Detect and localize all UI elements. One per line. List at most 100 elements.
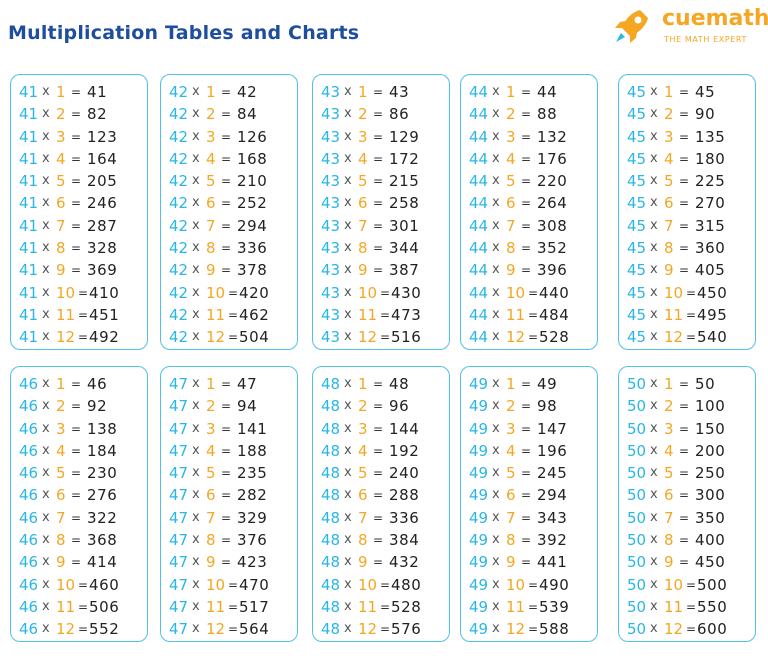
equals-sign: = <box>228 330 239 345</box>
product: 500 <box>697 575 728 594</box>
times-sign: x <box>492 554 500 570</box>
base-number: 46 <box>19 553 39 572</box>
equals-sign: = <box>71 129 82 144</box>
base-number: 45 <box>627 105 647 124</box>
base-number: 47 <box>169 531 189 550</box>
table-row: 45 x 11 = 495 <box>619 304 755 326</box>
times-sign: x <box>192 554 200 570</box>
multiplier: 7 <box>664 216 674 235</box>
multiplier: 9 <box>206 553 216 572</box>
equals-sign: = <box>373 466 384 481</box>
times-sign: x <box>650 150 658 166</box>
product: 450 <box>695 553 726 572</box>
equals-sign: = <box>373 488 384 503</box>
multiplier: 10 <box>206 283 226 302</box>
table-row: 42 x 1 = 42 <box>161 81 297 103</box>
multiplier: 8 <box>506 239 516 258</box>
multiplier: 5 <box>664 172 674 191</box>
base-number: 50 <box>627 620 647 639</box>
times-sign: x <box>344 598 352 614</box>
multiplier: 4 <box>56 441 66 460</box>
equals-sign: = <box>679 263 690 278</box>
table-row: 41 x 6 = 246 <box>11 192 147 214</box>
multiplier: 11 <box>664 597 684 616</box>
base-number: 41 <box>19 328 39 347</box>
multiplier: 12 <box>664 620 684 639</box>
base-number: 48 <box>321 508 341 527</box>
multiplier: 2 <box>506 105 516 124</box>
equals-sign: = <box>686 285 697 300</box>
equals-sign: = <box>228 285 239 300</box>
base-number: 49 <box>469 575 489 594</box>
base-number: 48 <box>321 597 341 616</box>
multiplier: 1 <box>358 83 368 101</box>
equals-sign: = <box>521 107 532 122</box>
base-number: 44 <box>469 172 489 191</box>
product: 376 <box>237 531 268 550</box>
cuemath-logo[interactable]: cuemath THE MATH EXPERT <box>610 4 768 48</box>
table-row: 45 x 1 = 45 <box>619 81 755 103</box>
multiplier: 9 <box>358 261 368 280</box>
table-row: 50 x 12 = 600 <box>619 618 755 640</box>
times-sign: x <box>344 442 352 458</box>
table-row: 45 x 7 = 315 <box>619 215 755 237</box>
equals-sign: = <box>521 533 532 548</box>
table-row: 44 x 6 = 264 <box>461 192 597 214</box>
table-row: 47 x 11 = 517 <box>161 596 297 618</box>
multiplication-table-49: 49 x 1 = 49 49 x 2 = 98 49 x 3 = 147 49 x 4 = 196 49 x 5 = 245 49… <box>460 366 598 642</box>
multiplier: 7 <box>56 508 66 527</box>
product: 400 <box>695 531 726 550</box>
multiplier: 5 <box>358 464 368 483</box>
table-row: 50 x 6 = 300 <box>619 484 755 506</box>
times-sign: x <box>492 576 500 592</box>
base-number: 49 <box>469 397 489 416</box>
equals-sign: = <box>679 241 690 256</box>
equals-sign: = <box>521 399 532 414</box>
times-sign: x <box>650 398 658 414</box>
times-sign: x <box>650 554 658 570</box>
equals-sign: = <box>679 196 690 211</box>
multiplier: 11 <box>506 305 526 324</box>
product: 135 <box>695 127 726 146</box>
product: 98 <box>537 397 558 416</box>
base-number: 44 <box>469 239 489 258</box>
multiplier: 10 <box>206 575 226 594</box>
product: 240 <box>389 464 420 483</box>
product: 188 <box>237 441 268 460</box>
base-number: 43 <box>321 216 341 235</box>
times-sign: x <box>650 195 658 211</box>
times-sign: x <box>650 128 658 144</box>
table-row: 43 x 10 = 430 <box>313 282 449 304</box>
equals-sign: = <box>679 151 690 166</box>
table-row: 44 x 5 = 220 <box>461 170 597 192</box>
multiplier: 12 <box>56 620 76 639</box>
equals-sign: = <box>78 599 89 614</box>
multiplication-table-44: 44 x 1 = 44 44 x 2 = 88 44 x 3 = 132 44 x 4 = 176 44 x 5 = 220 44… <box>460 74 598 350</box>
base-number: 45 <box>627 172 647 191</box>
base-number: 48 <box>321 375 341 393</box>
product: 288 <box>389 486 420 505</box>
times-sign: x <box>650 106 658 122</box>
multiplier: 12 <box>206 328 226 347</box>
equals-sign: = <box>679 107 690 122</box>
product: 360 <box>695 239 726 258</box>
multiplier: 11 <box>206 305 226 324</box>
equals-sign: = <box>521 174 532 189</box>
product: 282 <box>237 486 268 505</box>
equals-sign: = <box>679 399 690 414</box>
times-sign: x <box>650 329 658 345</box>
table-row: 42 x 8 = 336 <box>161 237 297 259</box>
equals-sign: = <box>380 599 391 614</box>
table-row: 49 x 9 = 441 <box>461 551 597 573</box>
times-sign: x <box>192 195 200 211</box>
table-row: 42 x 6 = 252 <box>161 192 297 214</box>
base-number: 45 <box>627 328 647 347</box>
base-number: 43 <box>321 149 341 168</box>
product: 225 <box>695 172 726 191</box>
product: 484 <box>539 305 570 324</box>
times-sign: x <box>192 84 200 99</box>
logo-name: cuemath <box>662 6 768 31</box>
times-sign: x <box>344 465 352 481</box>
table-row: 44 x 11 = 484 <box>461 304 597 326</box>
base-number: 47 <box>169 464 189 483</box>
